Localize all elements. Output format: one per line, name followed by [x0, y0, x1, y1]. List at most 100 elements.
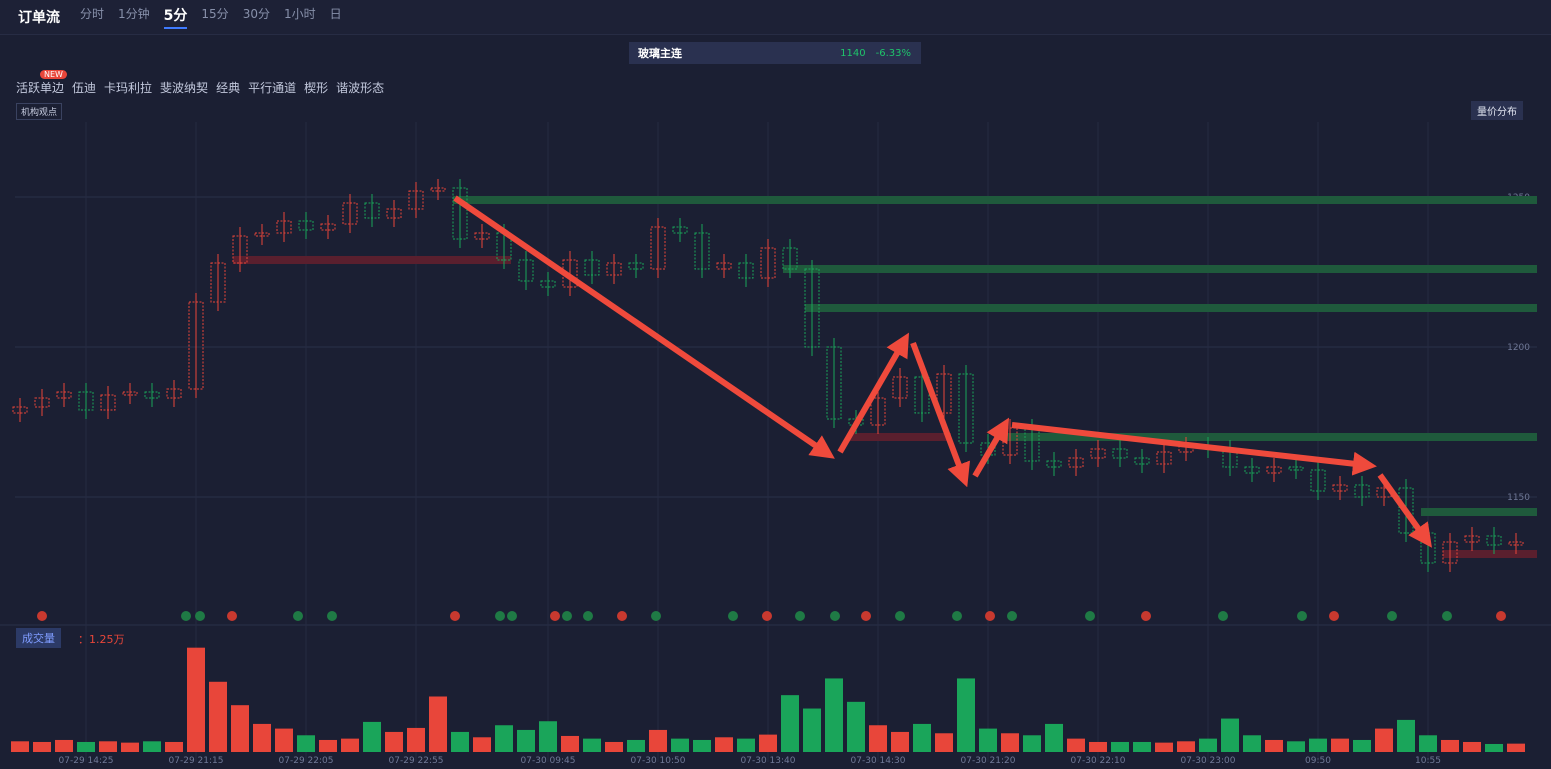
event-icon [617, 611, 627, 621]
candle-body [386, 208, 402, 219]
volume-bar [473, 737, 491, 752]
candle-body [1310, 469, 1326, 492]
volume-bar [671, 738, 689, 752]
candle-body [1442, 541, 1458, 564]
event-icon [195, 611, 205, 621]
level-zone [453, 196, 1537, 204]
timeframe[interactable]: 1小时 [283, 7, 316, 21]
timeframe[interactable]: 日 [329, 7, 342, 21]
candle-body [826, 346, 842, 420]
timeframe[interactable]: 30分 [242, 7, 270, 21]
volume-bar [1045, 723, 1063, 752]
volume-bar [1023, 735, 1041, 752]
contract[interactable]: 玻璃主连 1140 -6.33% [629, 42, 921, 64]
volume-bar [429, 696, 447, 752]
volume-bar [33, 741, 51, 752]
indicator-tab[interactable]: 斐波纳契 [160, 81, 209, 95]
volume-bar [957, 678, 975, 752]
volume-bar [143, 741, 161, 752]
event-icon [1442, 611, 1452, 621]
candle-body [364, 202, 380, 219]
candle-body [1156, 451, 1172, 465]
volume-bar [1133, 741, 1151, 752]
volume-bar [759, 734, 777, 752]
x-tick-label: 07-30 13:40 [741, 756, 796, 766]
event-icon [1218, 611, 1228, 621]
toolbar-title[interactable]: 订单流 [18, 10, 60, 26]
volume-bar [55, 739, 73, 752]
indicator-tab[interactable]: 谐波形态 [336, 81, 385, 95]
volume-bar [297, 735, 315, 752]
timeframe[interactable]: 15分 [201, 7, 229, 21]
volume-bar [209, 681, 227, 752]
volume-bar [1001, 733, 1019, 752]
volume-bar [1309, 738, 1327, 752]
volume-bar [1507, 743, 1525, 752]
volume-bar [781, 695, 799, 752]
candle-body [1354, 484, 1370, 498]
annotation-arrow [837, 332, 910, 454]
candle-body [144, 391, 160, 399]
event-icon [795, 611, 805, 621]
volume-bar [121, 742, 139, 752]
volume-bar [539, 721, 557, 752]
volume-bar [1287, 741, 1305, 752]
level-zone [1421, 508, 1537, 516]
event-icon [450, 611, 460, 621]
candle-body [760, 247, 776, 279]
volume-bar [1353, 739, 1371, 752]
indicator-tab[interactable]: 伍迪 [72, 81, 97, 95]
volume-title[interactable]: 成交量 [16, 628, 61, 648]
x-tick-label: 07-29 22:55 [389, 756, 444, 766]
indicator-tabs: 活跃单边 伍迪 卡玛利拉 斐波纳契 经典 平行通道 楔形 谐波形态 [16, 79, 384, 96]
volume-bar [11, 741, 29, 752]
candle-body [782, 247, 798, 270]
contract-name: 玻璃主连 [638, 47, 682, 60]
indicator-tab[interactable]: 卡玛利拉 [104, 81, 153, 95]
event-icon [952, 611, 962, 621]
indicator-tab[interactable]: 经典 [216, 81, 241, 95]
candle-body [276, 220, 292, 234]
candle-body [1398, 487, 1414, 534]
indicator-tab[interactable]: 平行通道 [248, 81, 297, 95]
contract-price: 1140 [840, 47, 866, 59]
event-icon [895, 611, 905, 621]
volume-bar [561, 735, 579, 752]
volume-bar [363, 721, 381, 752]
y-tick-label: 1200 [1507, 343, 1530, 353]
candle-body [188, 301, 204, 390]
volume-bar [517, 729, 535, 752]
event-icon [1387, 611, 1397, 621]
volume-bar [253, 723, 271, 752]
timeframe[interactable]: 分时 [80, 7, 105, 21]
timeframe[interactable]: 5分 [163, 5, 188, 29]
candle-body [958, 373, 974, 444]
volume-bar [1441, 739, 1459, 752]
volume-bar [979, 728, 997, 752]
event-icon [1141, 611, 1151, 621]
indicator-tab[interactable]: 活跃单边 [16, 81, 65, 95]
candle-body [914, 376, 930, 414]
volume-profile-button[interactable]: 量价分布 [1471, 101, 1523, 120]
event-icon [181, 611, 191, 621]
event-icon [830, 611, 840, 621]
candle-body [1486, 535, 1502, 546]
event-icon [762, 611, 772, 621]
candle-body [1112, 448, 1128, 459]
timeframe[interactable]: 1分钟 [118, 7, 150, 21]
new-badge: NEW [40, 70, 67, 79]
volume-bar [737, 738, 755, 752]
indicator-tab[interactable]: 楔形 [304, 81, 329, 95]
volume-bar [1089, 741, 1107, 752]
volume-bar [1485, 743, 1503, 752]
volume-bar [913, 723, 931, 752]
candle-body [804, 268, 820, 348]
candle-body [1266, 466, 1282, 474]
candle-body [1332, 484, 1348, 492]
timeframes: 分时 1分钟 5分 15分 30分 1小时日 [80, 5, 356, 29]
volume-bar [1397, 719, 1415, 752]
institution-button[interactable]: 机构观点 [16, 103, 63, 120]
level-zone [1003, 433, 1537, 441]
